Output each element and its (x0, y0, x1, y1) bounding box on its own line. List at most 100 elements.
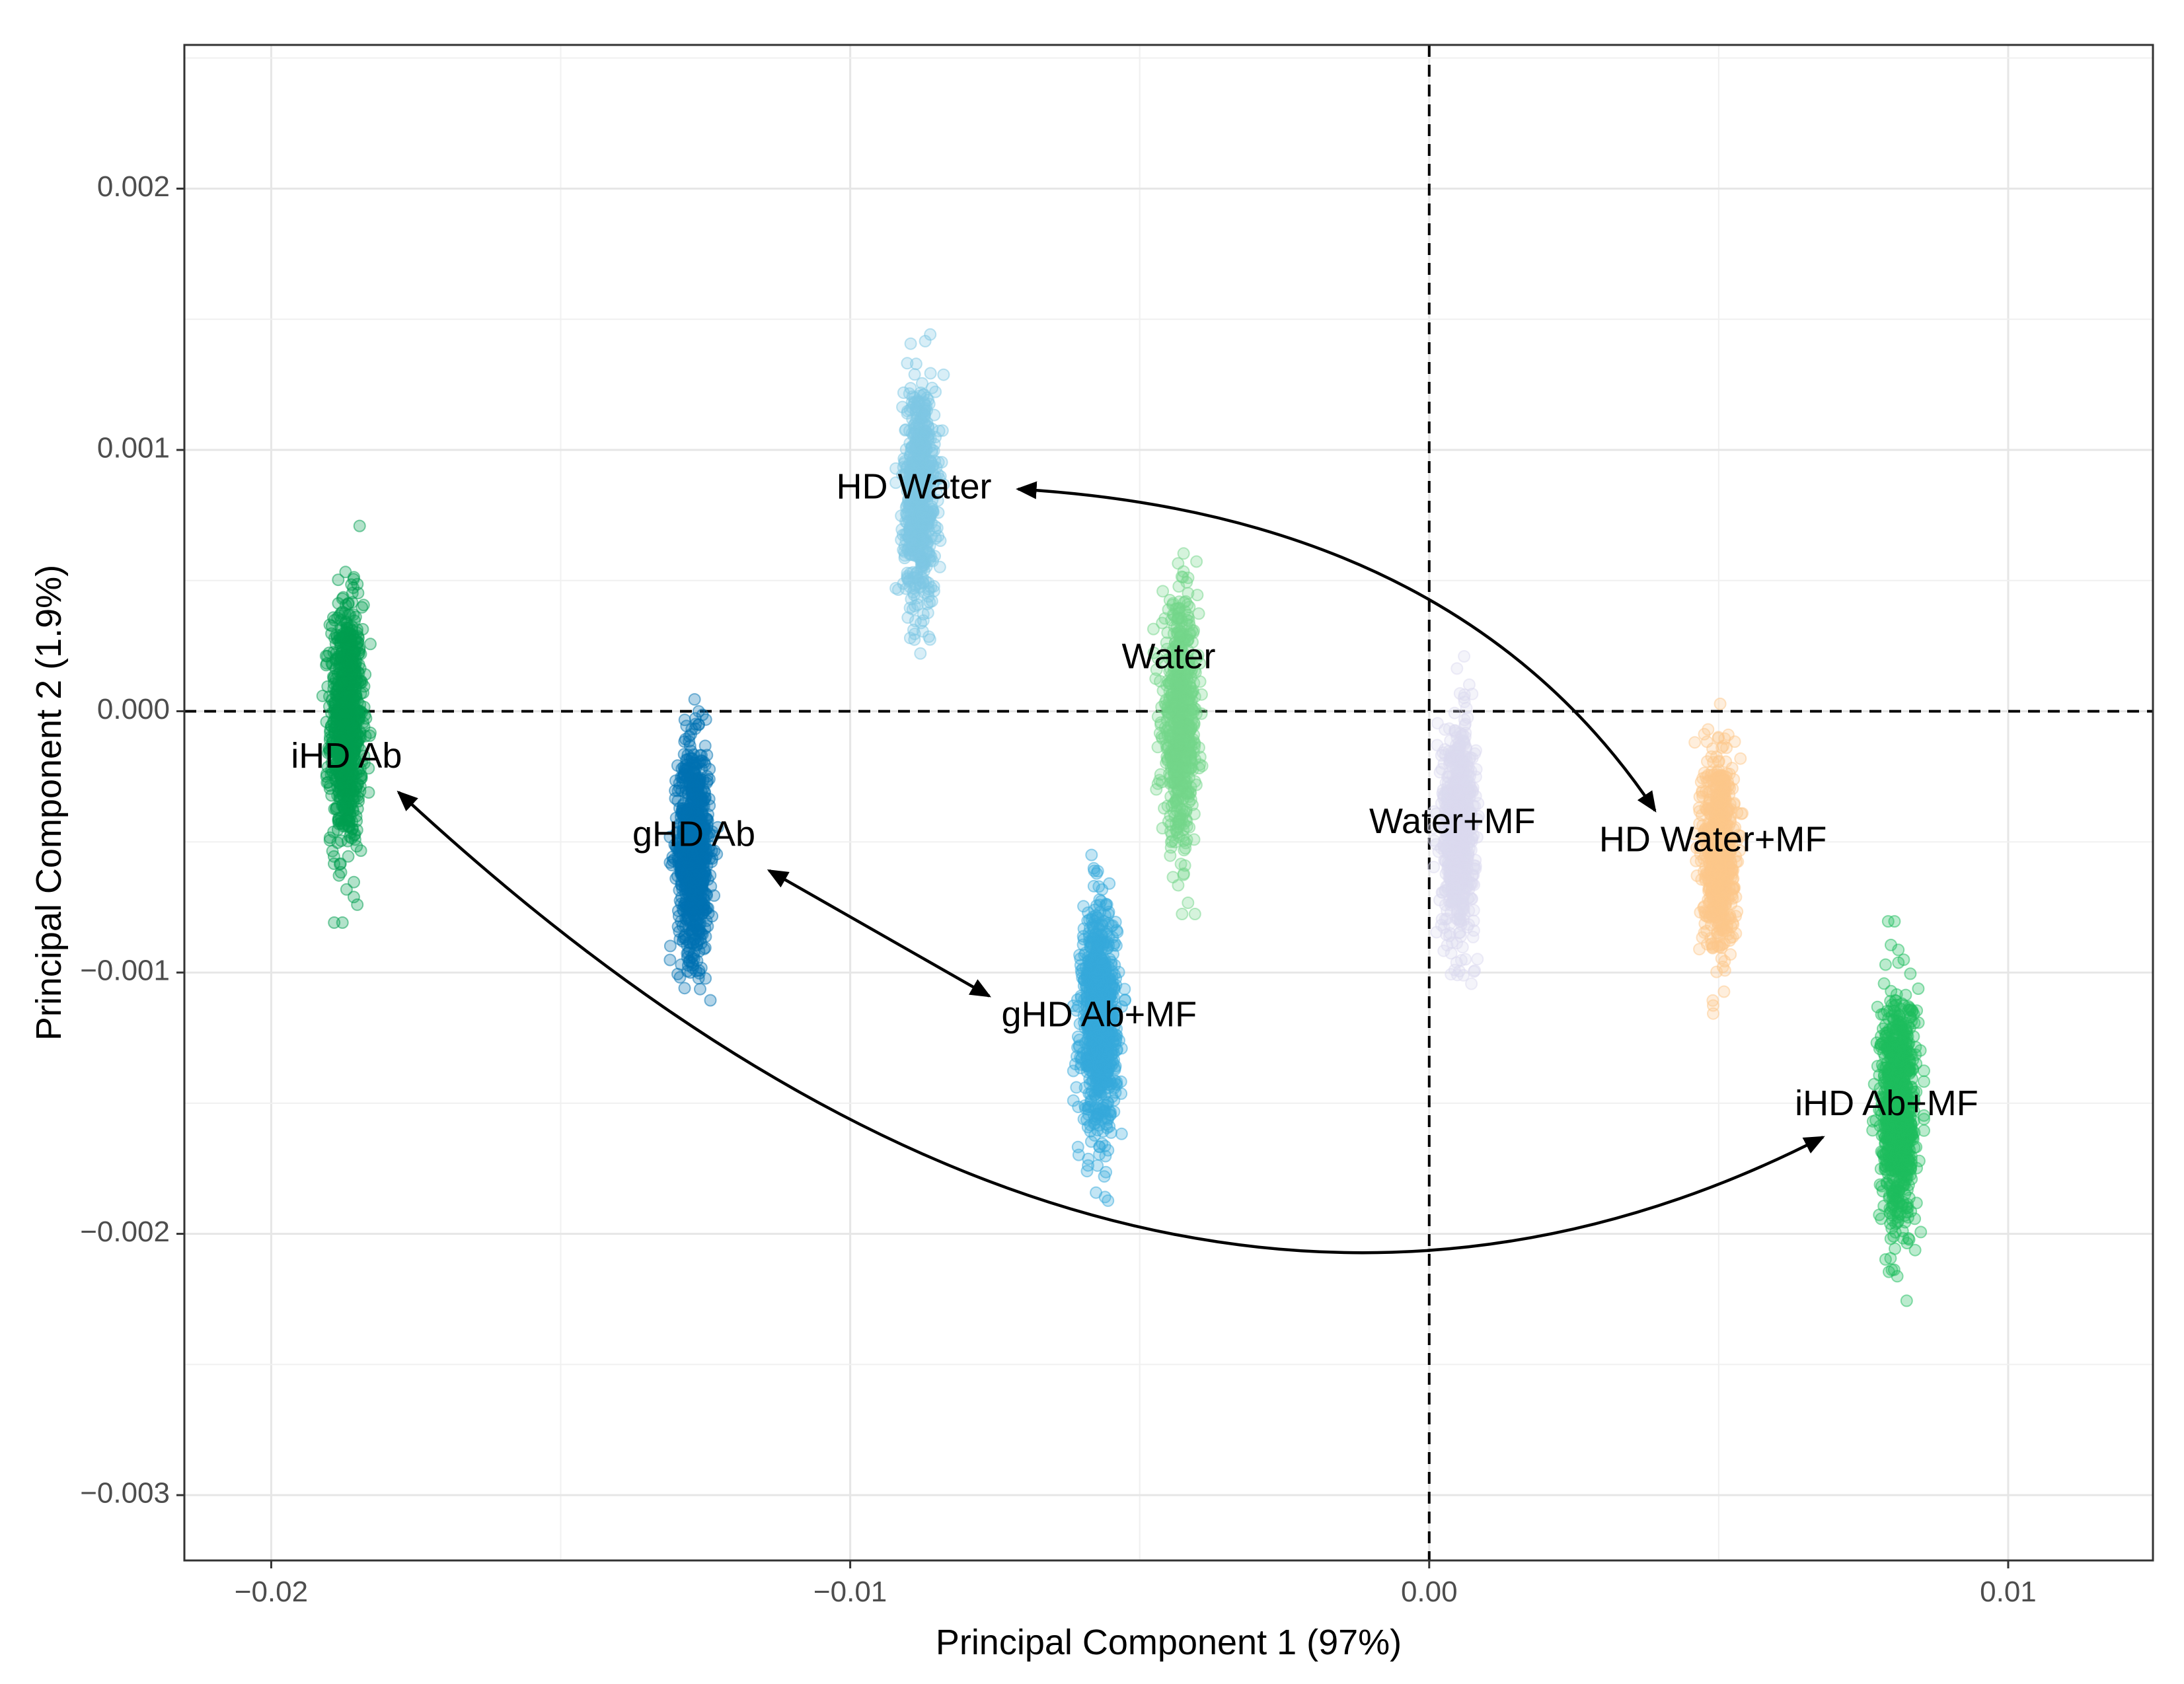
data-point (1431, 717, 1444, 730)
data-point (907, 566, 920, 579)
data-point (1088, 864, 1101, 877)
data-point (347, 581, 360, 595)
data-point (1167, 806, 1180, 819)
data-point (1100, 1121, 1113, 1134)
data-point (1073, 1033, 1086, 1046)
data-point (678, 982, 691, 995)
data-point (1081, 1101, 1094, 1114)
data-point (1187, 833, 1201, 846)
data-point (1080, 1065, 1094, 1078)
data-point (685, 752, 698, 765)
data-point (332, 650, 345, 663)
data-point (1171, 612, 1184, 625)
data-point (688, 693, 701, 706)
data-point (320, 776, 334, 789)
data-point (1458, 861, 1471, 875)
data-point (1182, 571, 1195, 585)
data-point (351, 898, 364, 911)
series-ihd-ab (316, 519, 377, 929)
data-point (1192, 607, 1205, 620)
data-point (1468, 747, 1482, 760)
data-point (1427, 860, 1441, 873)
data-point (1172, 557, 1185, 570)
data-point (1162, 603, 1175, 616)
data-point (898, 539, 911, 552)
data-point (334, 865, 348, 879)
data-point (907, 589, 921, 602)
data-point (704, 994, 717, 1007)
data-point (1077, 900, 1090, 913)
data-point (1172, 580, 1186, 593)
data-point (916, 625, 929, 638)
data-point (338, 803, 351, 816)
data-point (1172, 879, 1185, 892)
data-point (1099, 899, 1112, 912)
data-point (1456, 787, 1469, 800)
data-point (919, 425, 932, 437)
data-point (340, 621, 353, 634)
data-point (1466, 893, 1479, 905)
data-point (341, 659, 354, 673)
data-point (1178, 596, 1191, 609)
data-point (915, 437, 928, 451)
data-point (331, 611, 344, 624)
data-point (928, 455, 942, 468)
data-point (1084, 1033, 1098, 1046)
data-point (678, 714, 691, 727)
data-point (1087, 879, 1100, 893)
data-point (698, 756, 711, 769)
data-point (928, 550, 941, 563)
data-point (1115, 1127, 1128, 1140)
data-point (358, 680, 371, 693)
data-point (1186, 798, 1199, 811)
data-point (1090, 934, 1103, 947)
data-point (1450, 845, 1463, 858)
data-point (338, 781, 351, 794)
data-point (348, 875, 360, 889)
data-point (1153, 727, 1166, 740)
data-point (323, 834, 336, 847)
data-point (1181, 674, 1194, 687)
data-point (358, 700, 371, 714)
data-point (1109, 916, 1122, 929)
data-point (1151, 710, 1164, 723)
data-point (336, 718, 350, 731)
data-point (673, 782, 686, 794)
data-point (1080, 1165, 1094, 1178)
data-point (1098, 1190, 1111, 1204)
data-point (1458, 650, 1471, 663)
data-point (327, 850, 340, 863)
data-point (1177, 834, 1190, 848)
data-point (673, 970, 687, 984)
data-point (675, 863, 688, 876)
data-point (1182, 897, 1195, 909)
data-point (679, 803, 693, 816)
data-point (1190, 555, 1203, 568)
data-point (918, 511, 931, 525)
data-point (1078, 973, 1091, 986)
data-point (1183, 771, 1195, 784)
data-point (896, 400, 909, 414)
data-point (1147, 622, 1160, 636)
data-point (1435, 918, 1448, 932)
data-point (1453, 912, 1466, 926)
data-point (1459, 953, 1472, 966)
data-point (683, 955, 697, 968)
data-point (933, 560, 946, 573)
data-point (1150, 783, 1163, 796)
data-point (924, 367, 937, 380)
data-point (1459, 873, 1472, 886)
data-point (1467, 914, 1480, 928)
data-point (1176, 908, 1189, 920)
data-point (338, 708, 351, 721)
data-point (328, 670, 341, 683)
data-point (1088, 967, 1102, 980)
data-point (1446, 936, 1458, 949)
data-point (693, 945, 706, 958)
data-point (364, 638, 377, 651)
data-point (1448, 706, 1461, 719)
data-point (1099, 1150, 1112, 1163)
data-point (1169, 749, 1182, 762)
data-point (1468, 964, 1482, 977)
